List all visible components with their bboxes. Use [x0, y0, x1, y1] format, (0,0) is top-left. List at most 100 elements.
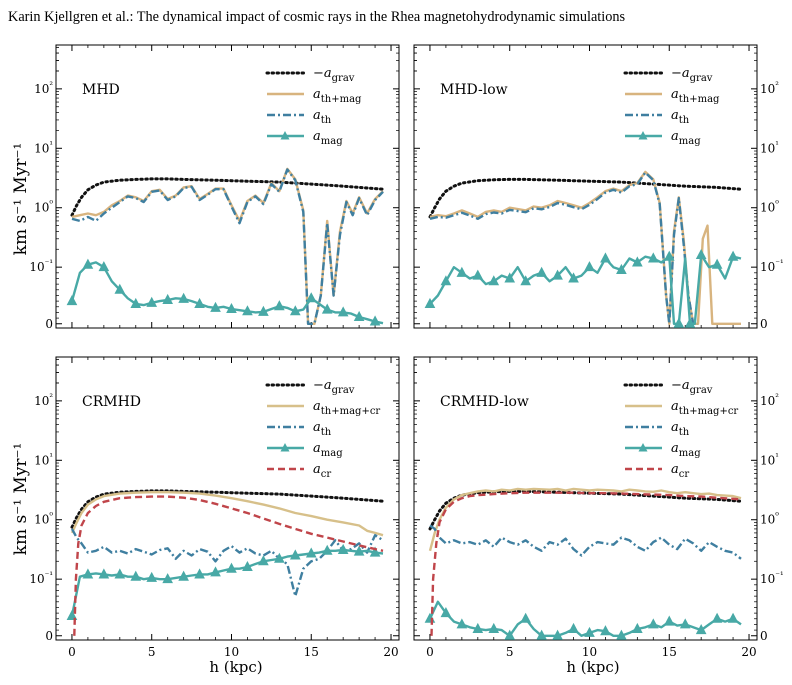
y-tick-label: 10⁰ [760, 512, 779, 527]
legend-label: acr [671, 462, 689, 480]
legend-label: amag [313, 441, 343, 459]
legend-marker [280, 443, 290, 452]
legend-marker [280, 131, 290, 140]
y-tick-label: 10¹ [760, 140, 779, 155]
mag-marker [114, 283, 126, 294]
mag-marker [632, 256, 643, 267]
y-tick-label: 10⁰ [34, 512, 53, 527]
panel-title: MHD-low [440, 82, 508, 98]
mag-marker [520, 275, 532, 286]
mag-marker [162, 293, 174, 304]
mag-marker [258, 555, 269, 566]
mag-marker [647, 252, 659, 263]
mag-marker [695, 624, 707, 635]
mag-marker [337, 543, 349, 554]
mag-marker [488, 622, 500, 633]
mag-marker [488, 275, 500, 286]
mag-marker [66, 609, 78, 620]
mag-marker [258, 305, 269, 316]
legend-marker [638, 443, 648, 452]
panel-title: CRMHD [82, 394, 141, 410]
y-tick-label: 10⁻¹ [29, 571, 53, 586]
series-mag-line [429, 253, 742, 325]
plot-frame [55, 44, 400, 329]
series-total-line [429, 170, 741, 325]
page-header: Karin Kjellgren et al.: The dynamical im… [8, 9, 626, 25]
panel-crmhd: 0 5 10 15 20 0 10⁻¹ 10⁰ 10¹ 10² CRMHD −agrav ath+mag… [29, 356, 400, 659]
mag-marker [130, 570, 142, 581]
legend-label: ath+mag+cr [313, 399, 380, 417]
series-th-line [429, 171, 698, 325]
panel-title: MHD [82, 82, 120, 98]
legend-label: ath+mag [313, 87, 362, 105]
legend-label: ath+mag+cr [671, 399, 738, 417]
mag-marker [289, 305, 301, 316]
mag-marker [162, 573, 174, 584]
x-axis-label-right: h (kpc) [566, 658, 619, 676]
mag-marker [305, 547, 317, 558]
x-tick-label: 20 [383, 645, 398, 659]
mag-marker [66, 295, 78, 306]
y-tick-label: 10⁻¹ [760, 571, 784, 586]
mag-marker [289, 549, 301, 560]
y-tick-label: 10² [34, 393, 53, 408]
series-grav-line [70, 177, 385, 217]
plot-frame [413, 44, 758, 329]
x-tick-label: 5 [148, 645, 156, 659]
mag-marker [194, 568, 205, 579]
panel-crmhd-low: 0 5 10 15 20 0 10⁻¹ 10⁰ 10¹ 10² CRMHD-low −agrav ath… [413, 356, 784, 659]
y-tick-label: 10⁰ [34, 200, 53, 215]
mag-marker [584, 261, 595, 272]
y-tick-label: 10² [760, 81, 779, 96]
legend-label: amag [671, 129, 701, 147]
plot-frame [55, 356, 400, 641]
plot-frame [413, 356, 758, 641]
mag-marker [456, 618, 468, 629]
legend-label: amag [313, 129, 343, 147]
series-group [66, 489, 385, 636]
y-tick-label: 10¹ [760, 452, 779, 467]
mag-marker [114, 568, 126, 579]
series-cr-line [430, 491, 742, 636]
y-tick-label: 0 [760, 317, 768, 331]
x-tick-label: 20 [741, 645, 756, 659]
mag-marker [632, 622, 643, 633]
mag-marker [616, 629, 627, 640]
mag-marker [440, 607, 452, 618]
x-tick-label: 15 [662, 645, 677, 659]
x-tick-label: 5 [506, 645, 514, 659]
mag-marker [424, 297, 436, 308]
y-tick-label: 0 [760, 629, 768, 643]
series-th-line [429, 524, 742, 560]
mag-marker [727, 250, 739, 261]
mag-marker [82, 258, 94, 269]
mag-marker [146, 296, 158, 307]
mag-marker [711, 612, 723, 623]
mag-marker [82, 568, 94, 579]
mag-marker [305, 292, 317, 303]
x-axis-label-left: h (kpc) [209, 658, 262, 676]
y-tick-label: 0 [45, 317, 53, 331]
y-tick-label: 0 [45, 629, 53, 643]
mag-marker [679, 618, 691, 629]
mag-marker [695, 248, 707, 260]
legend-label: amag [671, 441, 701, 459]
mag-marker [647, 618, 659, 629]
series-total_cr-line [428, 487, 742, 552]
mag-marker [711, 258, 723, 269]
mag-marker [568, 622, 579, 633]
x-tick-label: 15 [304, 645, 319, 659]
y-tick-label: 10⁻¹ [760, 259, 784, 274]
mag-marker [568, 272, 579, 283]
series-group [424, 487, 743, 640]
mag-marker [353, 545, 365, 556]
series-mag-line [70, 548, 384, 617]
x-tick-label: 10 [582, 645, 597, 659]
mag-marker [727, 612, 739, 623]
panel-title: CRMHD-low [440, 394, 529, 410]
series-group [66, 167, 385, 326]
x-tick-label: 10 [224, 645, 239, 659]
mag-marker [536, 266, 547, 277]
y-axis-label-top: km s⁻¹ Myr⁻¹ [11, 143, 31, 256]
legend-label: −agrav [671, 378, 713, 396]
